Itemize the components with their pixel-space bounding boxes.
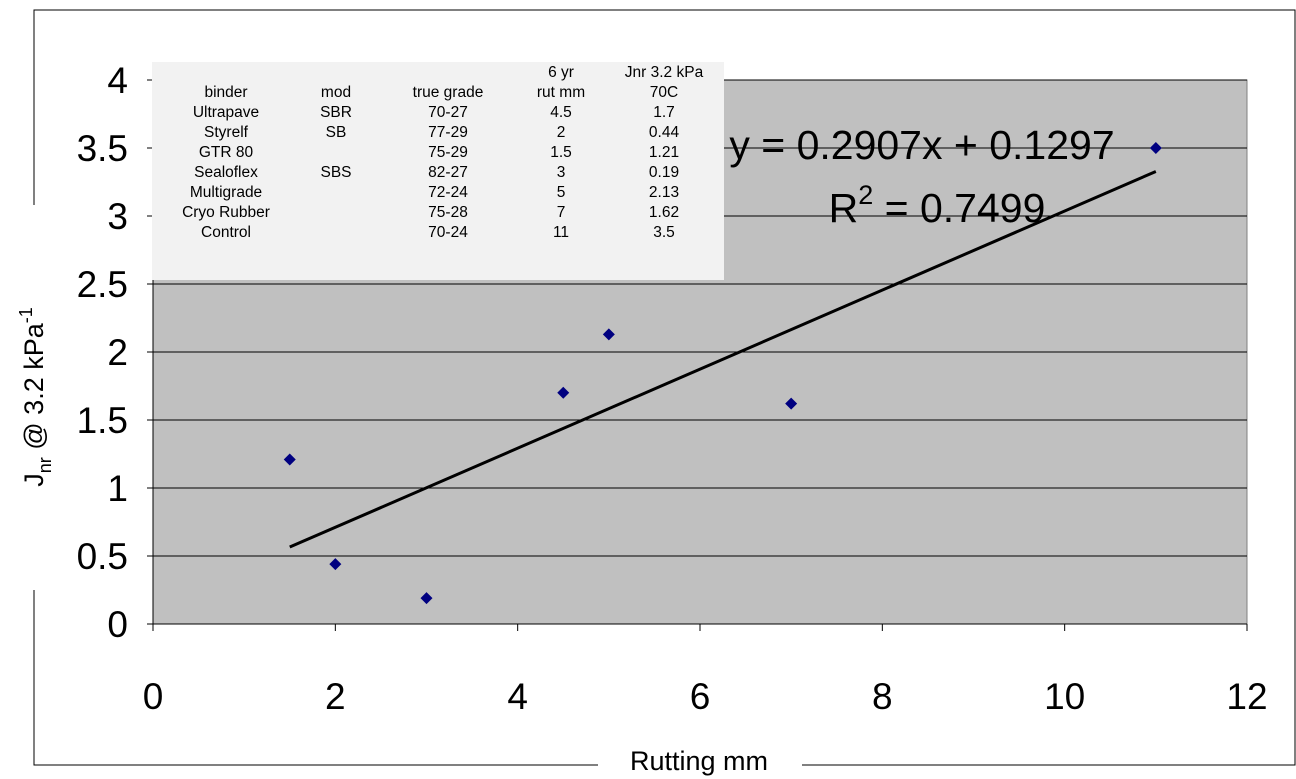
inset-table-cell: Sealoflex (194, 164, 258, 181)
y-tick-label: 0.5 (77, 536, 128, 577)
inset-table-cell: 7 (557, 204, 566, 221)
y-tick-label: 1.5 (77, 400, 128, 441)
x-tick-label: 12 (1226, 676, 1267, 717)
trendline-equation: y = 0.2907x + 0.1297 (729, 122, 1114, 168)
inset-table-cell: 1.5 (550, 144, 572, 161)
y-tick-label: 2 (107, 332, 128, 373)
inset-table-cell: 75-29 (428, 144, 468, 161)
y-tick-label: 3 (107, 196, 128, 237)
inset-table-cell: 2 (557, 124, 566, 141)
inset-table-cell: SBR (320, 104, 352, 121)
inset-table-cell: 3 (557, 164, 566, 181)
inset-table-cell: 82-27 (428, 164, 468, 181)
y-tick-label: 3.5 (77, 128, 128, 169)
inset-table-cell: 75-28 (428, 204, 468, 221)
inset-table-cell: 1.62 (649, 204, 679, 221)
inset-table: 6 yr Jnr 3.2 kPa binder mod true grade rut mm… (152, 62, 724, 280)
r-squared-label: R2 = 0.7499 (829, 180, 1046, 231)
data-point (1149, 142, 1162, 154)
inset-table-cell: binder (204, 84, 247, 101)
trendline (289, 170, 1157, 549)
inset-table-cell: true grade (413, 84, 484, 101)
inset-table-cell: 6 yr (548, 64, 574, 81)
data-point (785, 397, 798, 410)
x-tick-label: 10 (1044, 676, 1085, 717)
inset-table-cell: 11 (553, 224, 569, 241)
inset-table-cell: 72-24 (428, 184, 468, 201)
y-tick-labels: 0 0.5 1 1.5 2 2.5 3 3.5 4 (77, 60, 128, 645)
y-axis-title: Jnr @ 3.2 kPa-1 (16, 307, 55, 487)
data-point (283, 453, 296, 466)
y-tick-label: 1 (107, 468, 128, 509)
inset-table-cell: 4.5 (550, 104, 572, 121)
inset-table-cell: 1.21 (649, 144, 679, 161)
inset-table-cell: 0.44 (649, 124, 680, 141)
x-tick-labels: 0 2 4 6 8 10 12 (143, 676, 1268, 717)
inset-table-cell: GTR 80 (199, 144, 254, 161)
inset-table-cell: 1.7 (653, 104, 675, 121)
data-point (329, 558, 342, 571)
inset-table-cell: 2.13 (649, 184, 679, 201)
inset-table-cell: 3.5 (653, 224, 675, 241)
x-tick-label: 0 (143, 676, 164, 717)
inset-table-cell: Control (201, 224, 251, 241)
inset-table-cell: mod (321, 84, 351, 101)
y-tick-label: 0 (107, 604, 128, 645)
data-points (283, 142, 1162, 605)
inset-table-cell: Styrelf (204, 124, 249, 141)
inset-table-cell: Jnr 3.2 kPa (625, 64, 704, 81)
x-tick-label: 8 (872, 676, 893, 717)
inset-table-cell: rut mm (537, 84, 585, 101)
inset-table-background (152, 62, 724, 280)
data-point (557, 386, 570, 399)
inset-table-cell: Ultrapave (193, 104, 259, 121)
inset-table-cell: Multigrade (190, 184, 262, 201)
inset-table-cell: 70-27 (428, 104, 468, 121)
inset-table-cell: 5 (557, 184, 566, 201)
axis-ticks (147, 79, 1248, 631)
inset-table-cell: 70-24 (428, 224, 468, 241)
inset-table-cell: 0.19 (649, 164, 679, 181)
x-tick-label: 4 (507, 676, 528, 717)
inset-table-cell: SB (326, 124, 347, 141)
inset-table-cell: 77-29 (428, 124, 468, 141)
y-tick-label: 2.5 (77, 264, 128, 305)
x-axis-title: Rutting mm (630, 746, 768, 776)
inset-table-cell: SBS (320, 164, 351, 181)
y-tick-label: 4 (107, 60, 128, 101)
data-point (602, 328, 615, 341)
x-tick-label: 2 (325, 676, 346, 717)
inset-table-cell: Cryo Rubber (182, 204, 270, 221)
inset-table-cell: 70C (650, 84, 678, 101)
x-tick-label: 6 (690, 676, 711, 717)
data-point (420, 592, 433, 605)
